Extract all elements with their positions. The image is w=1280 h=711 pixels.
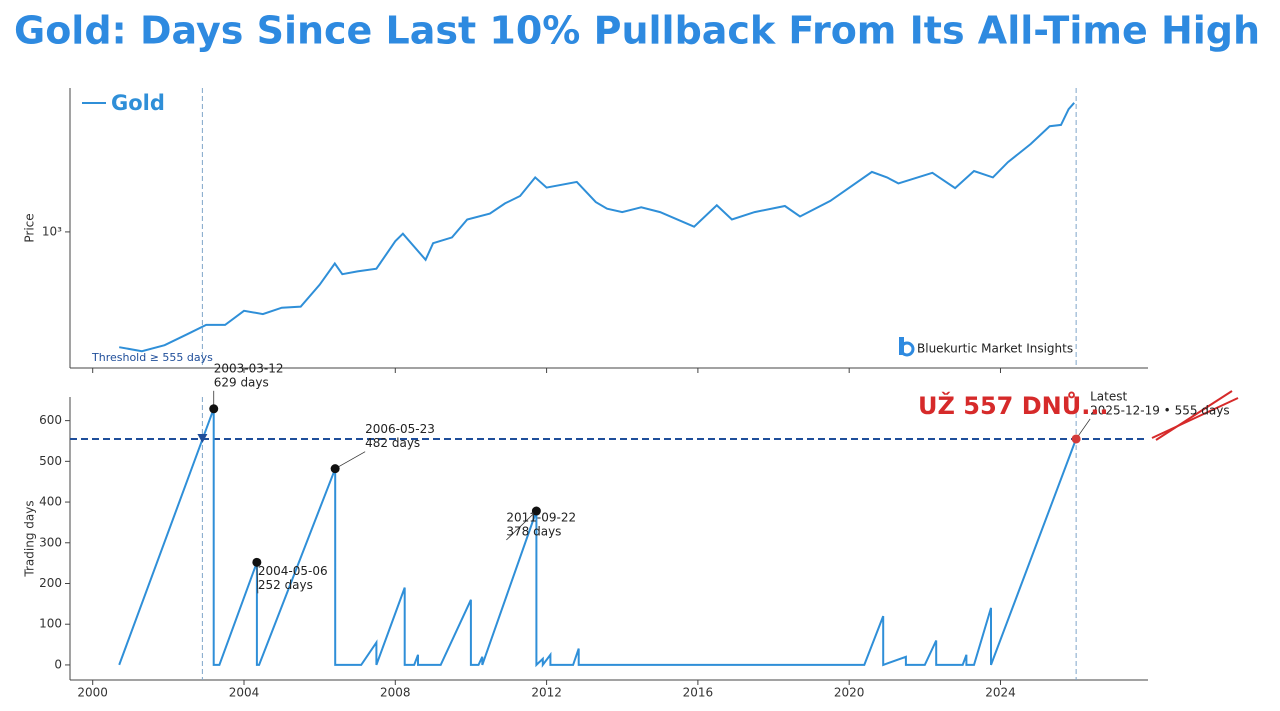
y-tick-label: 500 — [39, 454, 62, 468]
x-tick-label: 2012 — [531, 686, 562, 700]
overlay-text: UŽ 557 DNŮ... — [918, 390, 1109, 420]
x-tick-label: 2024 — [985, 686, 1016, 700]
y-axis-label: Trading days — [23, 500, 37, 577]
annotation-leader — [256, 562, 259, 594]
x-tick-label: 2020 — [834, 686, 865, 700]
strike-line — [1155, 390, 1233, 441]
y-tick-label: 600 — [39, 413, 62, 427]
annotation-leader — [506, 510, 537, 541]
annotation-text: 482 days — [365, 436, 420, 450]
annotation-point — [209, 404, 219, 414]
annotation-point — [252, 557, 262, 567]
threshold-note: Threshold ≥ 555 days — [91, 351, 213, 364]
annotation-leader — [334, 451, 366, 470]
annotation-text: Latest — [1090, 389, 1127, 403]
annotation-text: 2011-09-22 — [506, 511, 576, 525]
series-line — [118, 408, 1078, 668]
x-tick-label: 2000 — [77, 686, 108, 700]
annotation-point — [1071, 434, 1081, 444]
y-tick-label: 300 — [39, 535, 62, 549]
y-tick-label: 100 — [39, 617, 62, 631]
annotation-point — [531, 506, 541, 516]
x-tick-label: 2016 — [683, 686, 714, 700]
annotation-point — [330, 464, 340, 474]
annotation-text: 629 days — [214, 375, 269, 389]
crossing-marker — [197, 433, 208, 443]
y-tick-label: 0 — [54, 657, 62, 671]
y-tick-label: 200 — [39, 576, 62, 590]
series-line — [119, 102, 1075, 353]
strike-line — [1151, 397, 1239, 439]
annotation-text: 2003-03-12 — [214, 361, 284, 375]
annotation-text: 2025-12-19 • 555 days — [1090, 403, 1230, 417]
x-tick-label: 2008 — [380, 686, 411, 700]
x-tick-label: 2004 — [229, 686, 260, 700]
brand-name: Bluekurtic Market Insights — [917, 342, 1073, 356]
annotation-text: 252 days — [258, 578, 313, 592]
annotation-text: 378 days — [506, 525, 561, 539]
page-title: Gold: Days Since Last 10% Pullback From … — [14, 9, 1260, 53]
y-tick-label: 10³ — [42, 224, 62, 238]
brand-icon — [899, 341, 915, 357]
annotation-text: 2006-05-23 — [365, 422, 435, 436]
annotation-text: 2004-05-06 — [258, 564, 328, 578]
y-tick-label: 400 — [39, 495, 62, 509]
y-axis-label: Price — [23, 213, 37, 242]
legend-label: Gold — [111, 91, 165, 115]
